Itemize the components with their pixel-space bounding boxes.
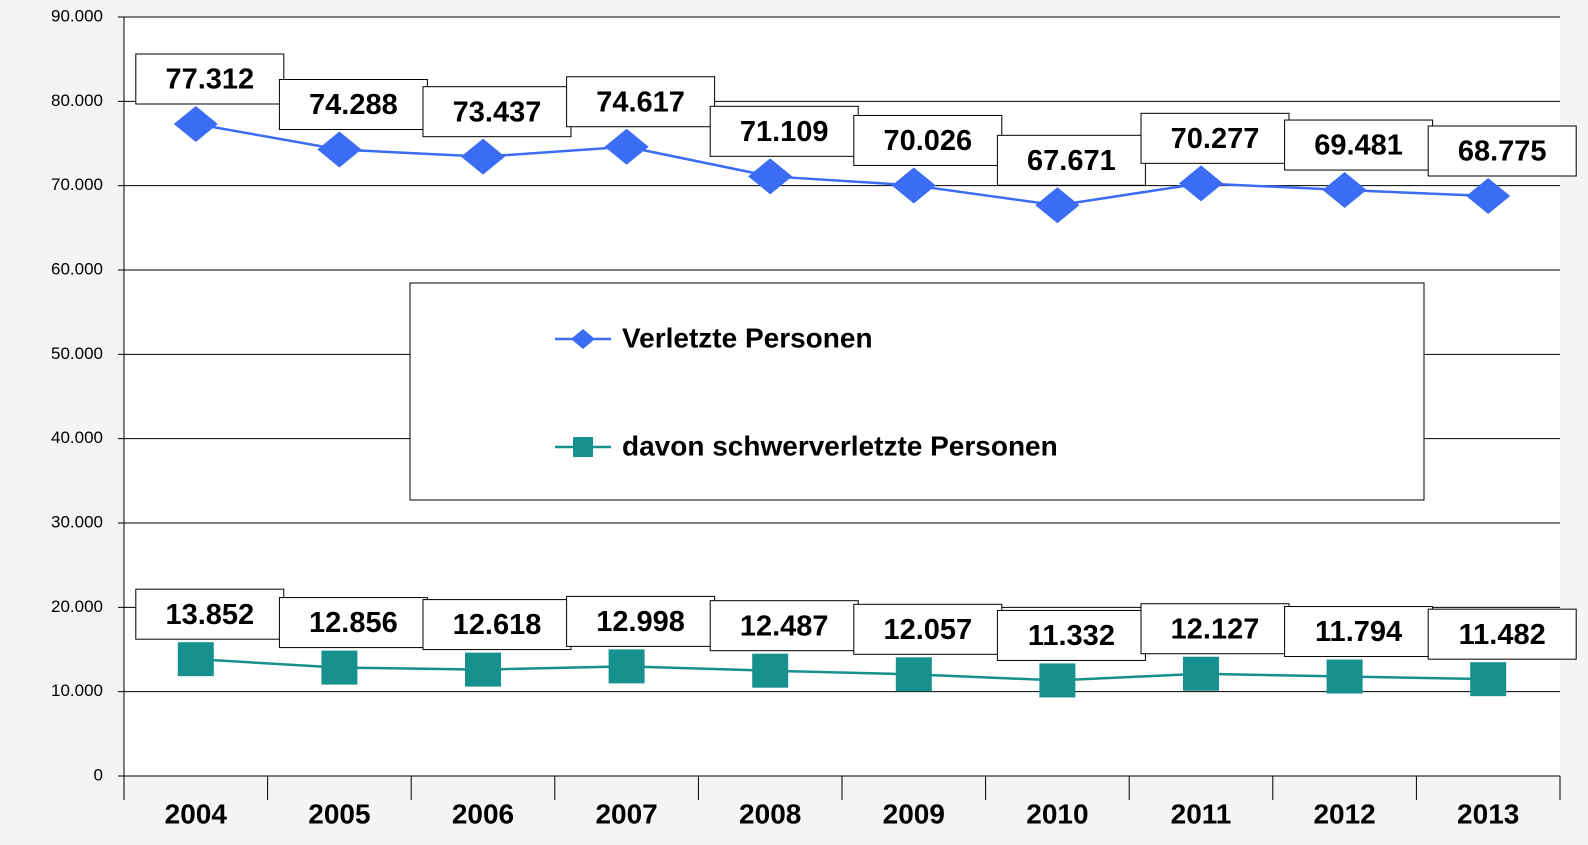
point [608, 649, 645, 684]
data-label-box [1427, 125, 1577, 177]
x-tick-label: 2008 [739, 798, 801, 829]
data-label-box [709, 105, 859, 157]
point [604, 128, 649, 165]
data-label: 69.481 [1314, 130, 1403, 162]
data-label-box [566, 76, 716, 128]
data-label-box [853, 114, 1003, 166]
data-label: 74.617 [596, 86, 685, 118]
data-label: 67.671 [1027, 145, 1116, 177]
data-label: 12.998 [596, 606, 685, 638]
data-label: 70.026 [883, 125, 972, 157]
point [1322, 172, 1367, 209]
data-label: 12.618 [453, 609, 542, 641]
y-tick-label: 0 [94, 765, 103, 784]
point [1326, 659, 1363, 694]
point [177, 642, 214, 677]
data-label: 11.332 [1028, 620, 1115, 652]
legend-marker [571, 329, 595, 349]
point [752, 653, 789, 688]
data-label: 12.856 [309, 607, 398, 639]
point [1183, 656, 1219, 691]
point [1179, 165, 1223, 202]
y-tick-label: 50.000 [51, 344, 103, 363]
data-label-box [853, 603, 1003, 655]
legend-label: Verletzte Personen [622, 322, 873, 353]
data-label: 71.109 [740, 116, 829, 148]
y-tick-label: 80.000 [51, 91, 103, 110]
data-label: 12.487 [740, 610, 829, 642]
point [321, 650, 358, 685]
point [891, 167, 936, 204]
data-label-box [422, 86, 572, 138]
x-tick-label: 2004 [165, 798, 228, 829]
data-label-box [1284, 606, 1434, 658]
x-tick-label: 2009 [883, 798, 945, 829]
data-label-box [1140, 603, 1290, 655]
x-tick-label: 2011 [1171, 798, 1232, 829]
data-label-box [135, 53, 285, 105]
x-tick-label: 2010 [1026, 798, 1088, 829]
series-line [195, 122, 1489, 207]
data-label-box [422, 599, 572, 651]
data-label-box [278, 597, 428, 649]
data-label: 11.794 [1315, 616, 1402, 648]
point [1035, 187, 1080, 224]
x-tick-label: 2007 [595, 798, 657, 829]
x-tick-label: 2013 [1457, 798, 1519, 829]
data-label-box [996, 609, 1146, 661]
point [317, 131, 362, 168]
legend-marker [573, 437, 593, 457]
point [895, 657, 932, 692]
data-label-box [1140, 112, 1290, 164]
x-tick-label: 2012 [1313, 798, 1375, 829]
point [173, 106, 218, 143]
x-tick-label: 2006 [452, 798, 514, 829]
data-label-box [278, 79, 428, 131]
y-tick-label: 40.000 [51, 428, 103, 447]
data-label: 70.277 [1171, 123, 1260, 155]
point [1039, 663, 1076, 698]
y-tick-label: 90.000 [51, 6, 103, 25]
series-line [195, 657, 1489, 682]
data-label-box [996, 134, 1146, 186]
y-tick-label: 20.000 [51, 597, 103, 616]
data-label: 77.312 [165, 64, 254, 96]
data-label: 73.437 [453, 96, 542, 128]
legend-label: davon schwerverletzte Personen [622, 430, 1058, 461]
data-label: 13.852 [165, 599, 254, 631]
point [1466, 177, 1511, 214]
data-label: 12.127 [1171, 613, 1260, 645]
legend [409, 282, 1425, 501]
y-tick-label: 70.000 [51, 175, 103, 194]
y-tick-label: 30.000 [51, 512, 103, 531]
y-tick-label: 60.000 [51, 259, 103, 278]
point [748, 158, 793, 195]
data-label: 68.775 [1458, 136, 1547, 168]
point [461, 138, 505, 175]
point [1470, 662, 1507, 697]
data-label-box [1427, 608, 1577, 660]
data-label: 11.482 [1459, 619, 1546, 651]
data-label-box [709, 600, 859, 652]
data-label: 12.057 [883, 614, 972, 646]
x-tick-label: 2005 [308, 798, 370, 829]
point [465, 652, 501, 687]
data-label: 74.288 [309, 89, 398, 121]
data-label-box [1284, 119, 1434, 171]
y-tick-label: 10.000 [51, 681, 103, 700]
